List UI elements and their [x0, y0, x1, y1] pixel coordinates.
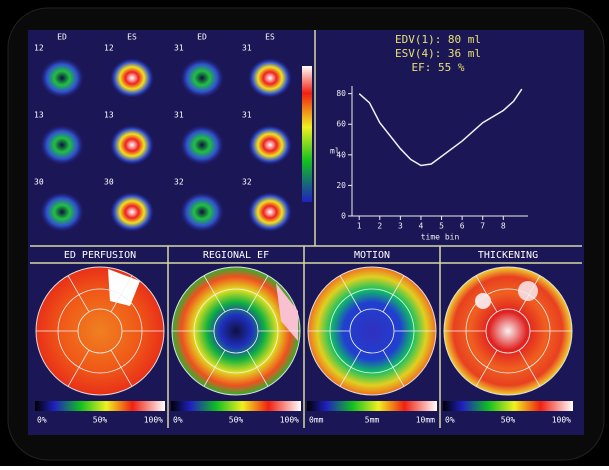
scale-label: 100%	[280, 416, 299, 425]
x-tick-label: 5	[439, 222, 444, 231]
slice-number: 30	[104, 178, 114, 187]
y-tick-label: 0	[341, 212, 346, 221]
slice-image	[248, 192, 292, 232]
slice-image	[40, 125, 84, 165]
scale-label: 10mm	[416, 416, 435, 425]
slice-number: 31	[242, 111, 252, 120]
spoke	[246, 275, 269, 313]
spoke	[382, 275, 405, 313]
volume-curve	[358, 88, 523, 167]
slice-number: 31	[242, 44, 252, 53]
y-tick-label: 80	[336, 89, 346, 98]
slice-number: 32	[174, 178, 184, 187]
spoke	[382, 349, 405, 387]
slice-number: 13	[34, 111, 44, 120]
spoke	[203, 349, 226, 387]
color-scale	[171, 401, 301, 411]
slice-number: 31	[174, 111, 184, 120]
spoke	[203, 275, 226, 313]
scale-label: 50%	[93, 416, 108, 425]
scale-label: 100%	[552, 416, 571, 425]
spoke	[339, 275, 362, 313]
slice-image	[180, 192, 224, 232]
slice-image	[248, 58, 292, 98]
slice-image	[110, 58, 154, 98]
y-tick-label: 60	[336, 120, 346, 129]
scale-label: 5mm	[365, 416, 380, 425]
slice-number: 12	[34, 44, 44, 53]
slice-color-bar	[302, 66, 312, 202]
segment-lines	[172, 275, 300, 387]
color-scale	[443, 401, 573, 411]
x-axis-label: time bin	[421, 233, 460, 242]
spoke	[246, 349, 269, 387]
scale-label: 0%	[37, 416, 47, 425]
spoke	[518, 349, 541, 387]
segment-lines	[36, 275, 164, 387]
slice-number: 12	[104, 44, 114, 53]
spoke	[67, 275, 90, 313]
color-scale	[307, 401, 437, 411]
hot-spot	[276, 283, 298, 341]
panel-title: ED PERFUSION	[64, 250, 136, 261]
spoke	[67, 349, 90, 387]
scale-label: 0mm	[309, 416, 324, 425]
slice-number: 13	[104, 111, 114, 120]
spoke	[475, 275, 498, 313]
scale-label: 50%	[501, 416, 516, 425]
panel-title: REGIONAL EF	[203, 250, 269, 261]
hot-spot	[475, 293, 491, 309]
x-tick-label: 7	[480, 222, 485, 231]
spoke	[110, 275, 133, 313]
slice-image	[180, 58, 224, 98]
slice-image	[248, 125, 292, 165]
spoke	[339, 349, 362, 387]
color-scale	[35, 401, 165, 411]
ef: EF: 55 %	[412, 61, 465, 74]
x-tick-label: 6	[460, 222, 465, 231]
slice-image	[180, 125, 224, 165]
column-label: ES	[127, 33, 137, 42]
x-tick-label: 8	[501, 222, 506, 231]
hot-spot	[518, 281, 538, 301]
slice-image	[40, 192, 84, 232]
x-tick-label: 2	[377, 222, 382, 231]
scale-label: 0%	[173, 416, 183, 425]
segment-lines	[444, 275, 572, 387]
slice-image	[40, 58, 84, 98]
column-label: ES	[265, 33, 275, 42]
column-label: ED	[197, 33, 207, 42]
slice-number: 31	[174, 44, 184, 53]
x-tick-label: 4	[419, 222, 424, 231]
slice-image	[110, 192, 154, 232]
hot-spot	[108, 269, 140, 306]
x-tick-label: 1	[357, 222, 362, 231]
spoke	[518, 275, 541, 313]
y-tick-label: 40	[336, 150, 346, 159]
esv: ESV(4): 36 ml	[395, 47, 481, 60]
slice-number: 30	[34, 178, 44, 187]
y-tick-label: 20	[336, 181, 346, 190]
edv: EDV(1): 80 ml	[395, 33, 481, 46]
panel-title: MOTION	[354, 250, 390, 261]
spoke	[475, 349, 498, 387]
slice-number: 32	[242, 178, 252, 187]
column-label: ED	[57, 33, 67, 42]
y-axis-label: ml	[330, 147, 340, 156]
panel-title: THICKENING	[478, 250, 538, 261]
scale-label: 100%	[144, 416, 163, 425]
x-tick-label: 3	[398, 222, 403, 231]
segment-lines	[308, 275, 436, 387]
slice-image	[110, 125, 154, 165]
dividers	[30, 30, 582, 428]
scale-label: 50%	[229, 416, 244, 425]
scale-label: 0%	[445, 416, 455, 425]
spoke	[110, 349, 133, 387]
